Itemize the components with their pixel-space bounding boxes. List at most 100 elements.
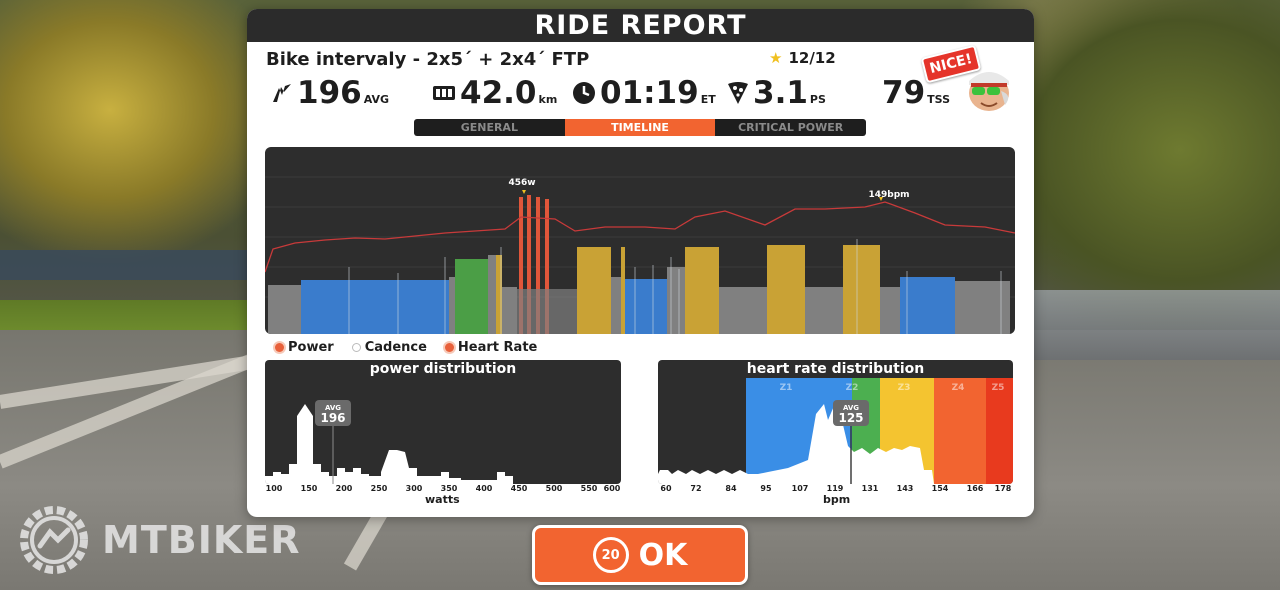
tick-label: 107 <box>791 484 809 493</box>
stats-row: 196 AVG 42.0 km 01:19 ET 3.1 PS 79 TS <box>247 75 1034 115</box>
power-bolt-icon <box>271 82 293 104</box>
heart-rate-line <box>265 201 1015 273</box>
peak-power-label: 456w <box>508 178 535 188</box>
power-segment <box>685 247 719 334</box>
power-segment <box>268 285 301 334</box>
star-icon: ★ <box>769 49 783 67</box>
zone-label: Z1 <box>780 383 793 393</box>
watermark: MTBIKER <box>16 502 301 578</box>
tick-label: 166 <box>966 484 984 493</box>
ok-button[interactable]: 20 OK <box>532 525 748 585</box>
gear-logo-icon <box>20 506 88 574</box>
power-segment <box>805 287 843 334</box>
power-distribution-chart: power distribution AVG 196 <box>265 360 621 484</box>
hr-avg-marker <box>833 400 869 426</box>
tick-label: 350 <box>440 484 458 493</box>
power-segment <box>955 281 1010 334</box>
stat-power: 196 AVG <box>271 75 389 111</box>
ride-report-panel: RIDE REPORT Bike intervaly - 2x5´ + 2x4´… <box>247 9 1034 517</box>
stars-count: 12/12 <box>788 49 836 67</box>
tab-general[interactable]: GENERAL <box>414 119 565 136</box>
watermark-text: MTBIKER <box>102 518 301 562</box>
tick-label: 500 <box>545 484 563 493</box>
legend-cadence[interactable]: Cadence <box>351 340 427 355</box>
ok-button-label: OK <box>638 537 688 573</box>
power-segment <box>527 195 531 334</box>
peak-hr-marker <box>879 197 883 201</box>
zone-label: Z3 <box>898 383 911 393</box>
clock-icon <box>572 81 596 105</box>
power-x-label: watts <box>425 493 460 506</box>
tick-label: 200 <box>335 484 353 493</box>
power-segment <box>545 199 549 334</box>
tick-label: 450 <box>510 484 528 493</box>
avatar-icon <box>969 72 1009 111</box>
power-segment <box>536 197 540 334</box>
tick-label: 100 <box>265 484 283 493</box>
tick-label: 150 <box>300 484 318 493</box>
legend-dot-icon <box>444 343 454 352</box>
hr-zone-4 <box>934 378 986 484</box>
zone-label: Z5 <box>992 383 1005 393</box>
tick-label: 400 <box>475 484 493 493</box>
power-segment <box>502 287 517 334</box>
timeline-chart: 456w 149bpm <box>265 147 1015 334</box>
power-segment <box>488 255 496 334</box>
pizza-slice-icon <box>727 81 749 105</box>
tick-label: 95 <box>760 484 772 493</box>
tab-critical-power[interactable]: CRITICAL POWER <box>715 119 866 136</box>
tick-label: 154 <box>931 484 949 493</box>
power-segment <box>449 277 455 334</box>
power-segment <box>667 267 685 334</box>
tick-label: 84 <box>725 484 737 493</box>
hr-distribution-title: heart rate distribution <box>746 361 925 377</box>
tick-label: 178 <box>994 484 1012 493</box>
svg-text:AVG: AVG <box>325 404 341 412</box>
stat-pizza: 3.1 PS <box>727 75 826 111</box>
power-segment <box>496 255 502 334</box>
power-histogram <box>265 404 513 484</box>
power-segment <box>843 245 880 334</box>
tick-label: 250 <box>370 484 388 493</box>
countdown-timer: 20 <box>592 537 629 573</box>
stat-distance: 42.0 km <box>432 75 557 111</box>
zone-label: Z4 <box>952 383 965 393</box>
power-segment <box>880 287 900 334</box>
tick-label: 143 <box>896 484 914 493</box>
tick-label: 600 <box>603 484 621 493</box>
ride-name: Bike intervaly - 2x5´ + 2x4´ FTP <box>266 49 590 70</box>
power-distribution-title: power distribution <box>369 361 517 377</box>
peak-hr-label: 149bpm <box>868 190 909 200</box>
tick-label: 131 <box>861 484 879 493</box>
tick-label: 72 <box>690 484 702 493</box>
hr-x-label: bpm <box>823 493 851 506</box>
legend-dot-icon <box>351 343 361 352</box>
tick-label: 119 <box>826 484 844 493</box>
tab-timeline[interactable]: TIMELINE <box>564 119 716 136</box>
legend-power[interactable]: Power <box>275 340 334 355</box>
power-avg-value: 196 <box>320 411 345 425</box>
legend-dot-icon <box>275 343 284 352</box>
tick-label: 60 <box>660 484 672 493</box>
tick-label: 550 <box>580 484 598 493</box>
ride-stars: ★ 12/12 <box>769 49 836 67</box>
panel-title: RIDE REPORT <box>247 9 1034 42</box>
svg-text:AVG: AVG <box>843 404 859 412</box>
timeline-graph: 456w 149bpm <box>265 176 1015 334</box>
report-tabs: GENERAL TIMELINE CRITICAL POWER <box>414 119 866 136</box>
peak-power-marker <box>522 190 526 194</box>
stat-time: 01:19 ET <box>572 75 716 111</box>
stat-tss: 79 TSS <box>882 75 950 111</box>
power-segment <box>517 289 577 334</box>
hr-zone-5 <box>986 378 1013 484</box>
legend-heart-rate[interactable]: Heart Rate <box>444 340 537 355</box>
hr-avg-value: 125 <box>838 411 863 425</box>
power-segment <box>719 287 767 334</box>
power-avg-marker <box>315 400 351 426</box>
hr-distribution-chart: heart rate distribution Z1 Z2 Z3 Z4 Z5 A… <box>658 360 1013 484</box>
power-segment <box>900 277 955 334</box>
chart-legend: Power Cadence Heart Rate <box>275 340 537 355</box>
odometer-icon <box>432 83 456 103</box>
power-segment <box>455 259 488 334</box>
power-segment <box>611 277 621 334</box>
